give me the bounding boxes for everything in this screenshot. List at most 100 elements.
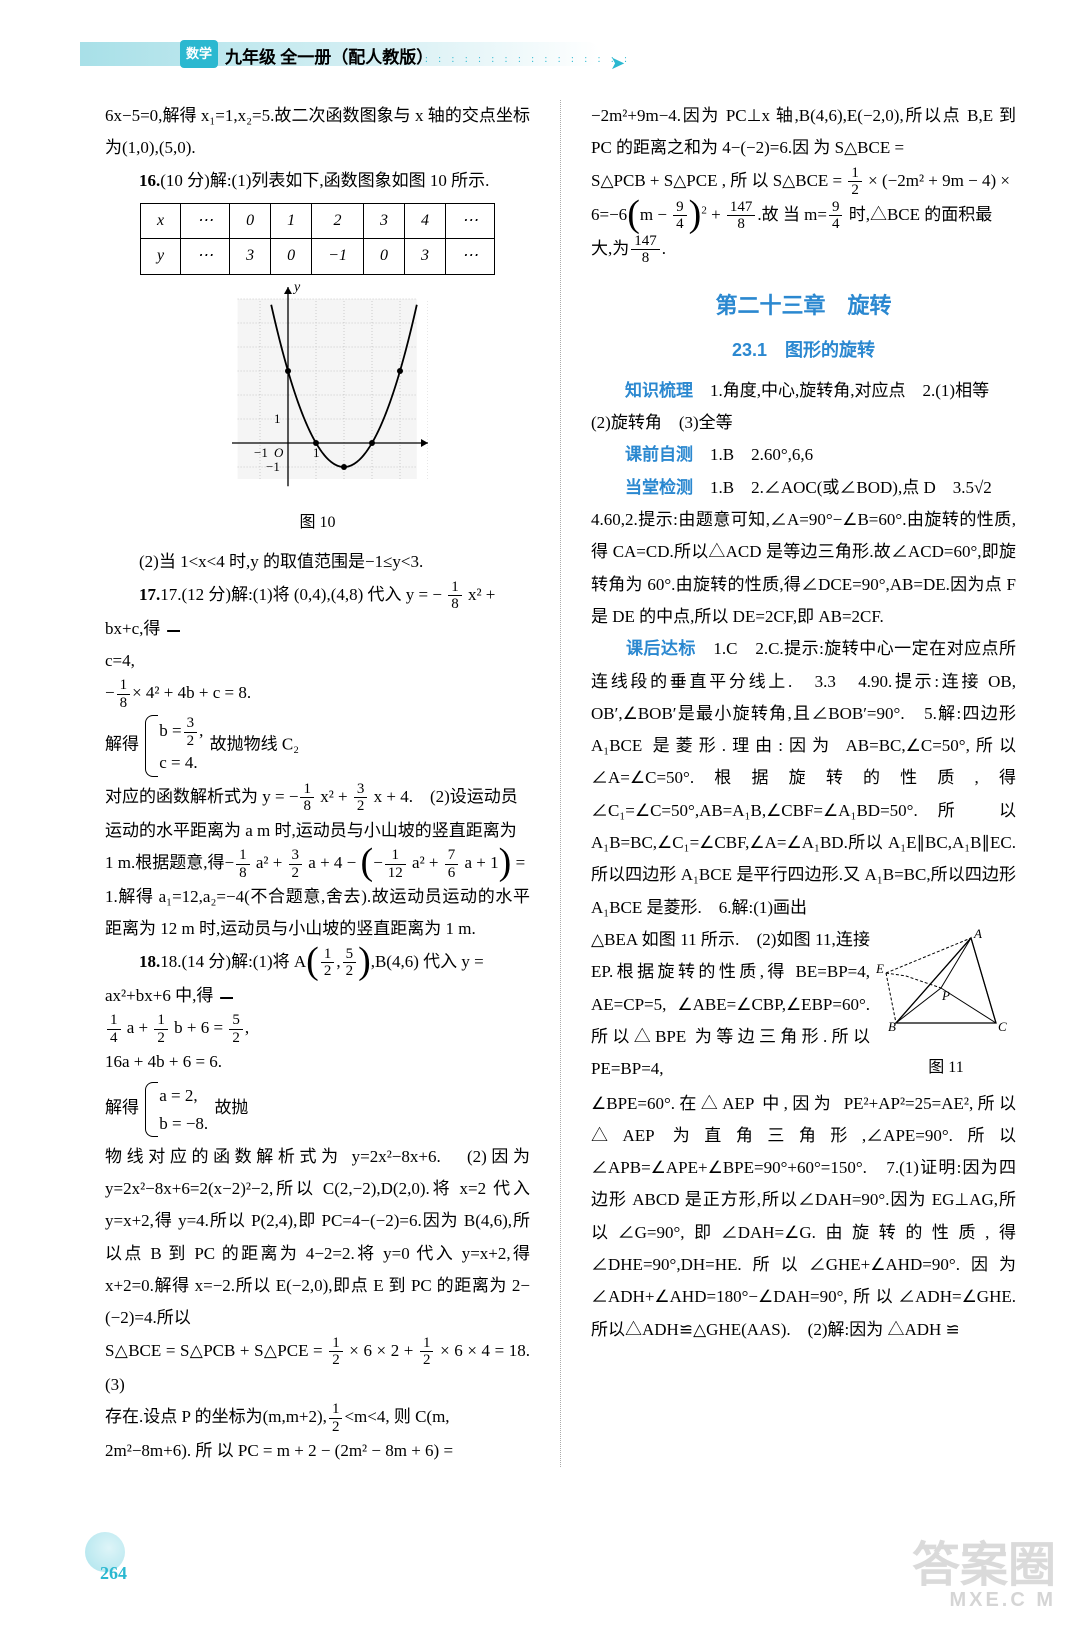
cell: 3 <box>230 239 271 274</box>
label-afterclass: 课后达标 <box>626 639 696 658</box>
text: × 6 × 2 + <box>345 1341 418 1360</box>
text: a² + <box>408 853 443 872</box>
para: −2m²+9m−4.因为 PC⊥x 轴,B(4,6),E(−2,0),所以点 B… <box>591 100 1016 165</box>
label-inclass: 当堂检测 <box>625 478 693 497</box>
value-table: x ⋯ 0 1 2 3 4 ⋯ y ⋯ 3 0 −1 0 3 ⋯ <box>140 203 495 275</box>
arrow-icon: ➤ <box>610 46 625 80</box>
para: 课前自测 1.B 2.60°,6,6 <box>591 439 1016 471</box>
svg-text:B: B <box>888 1019 896 1034</box>
eq: c=4, <box>105 645 530 677</box>
text: <m<4, 则 C(m, <box>344 1407 449 1426</box>
equation-system: a = 2, b = −8. <box>145 1082 208 1136</box>
para: 运动的水平距离为 a m 时,运动员与小山坡的竖直距离为 <box>105 815 530 847</box>
para: 1 m.根据题意,得−18 a² + 32 a + 4 − (−112 a² +… <box>105 847 530 881</box>
triangle-diagram: A B C E P <box>876 928 1016 1038</box>
para: S△BCE = S△PCB + S△PCE = 12 × 6 × 2 + 12 … <box>105 1335 530 1401</box>
para: 知识梳理 1.角度,中心,旋转角,对应点 2.(1)相等 <box>591 375 1016 407</box>
text: 1.B 2.∠AOC(或∠BOD),点 D 3.5√2 <box>693 478 992 497</box>
figure-10: xyO1−11−1 图 10 <box>105 283 530 539</box>
para: 18.18.(14 分)解:(1)将 A(12,52),B(4,6) 代入 y … <box>105 946 530 980</box>
page-number: 264 <box>100 1556 127 1590</box>
svg-text:1: 1 <box>313 445 320 460</box>
label-pretest: 课前自测 <box>625 445 693 464</box>
text: a² + <box>252 853 287 872</box>
section-title: 23.1 图形的旋转 <box>591 333 1016 367</box>
para: 对应的函数解析式为 y = −18 x² + 32 x + 4. (2)设运动员 <box>105 781 530 815</box>
svg-text:y: y <box>292 283 301 295</box>
para: 1.解得 a₁=12,a₂=−4(不合题意,舍去).故运动员运动的水平距离为 1… <box>105 881 530 946</box>
para: 当堂检测 1.B 2.∠AOC(或∠BOD),点 D 3.5√2 <box>591 472 1016 504</box>
para: (2)旋转角 (3)全等 <box>591 407 1016 439</box>
text: x² + <box>464 585 496 604</box>
equation-system: b =32, c = 4. <box>145 715 203 776</box>
svg-text:P: P <box>941 988 950 1003</box>
svg-text:E: E <box>876 961 884 976</box>
para: bx+c,得 <box>105 613 530 645</box>
text: + <box>707 205 725 224</box>
text: × (−2m² + 9m − 4) × <box>864 171 1010 190</box>
text: x² + <box>316 787 352 806</box>
header-dots: : : : : : : : : : : : : : : : : <box>425 50 631 69</box>
para: 大,为1478. <box>591 233 1016 267</box>
svg-text:−1: −1 <box>254 445 268 460</box>
svg-text:1: 1 <box>274 411 281 426</box>
cell: −1 <box>312 239 364 274</box>
svg-text:O: O <box>274 445 284 460</box>
text: 解得 <box>105 735 139 754</box>
cell: 3 <box>363 203 404 238</box>
text: 1.角度,中心,旋转角,对应点 2.(1)相等 <box>693 381 989 400</box>
text: . <box>662 239 666 258</box>
para: 课后达标 1.C 2.C.提示:旋转中心一定在对应点所连线段的垂直平分线上. 3… <box>591 633 1016 924</box>
text: 6=−6 <box>591 205 627 224</box>
text: ,B(4,6) 代入 y = <box>371 952 484 971</box>
figure-caption: 图 10 <box>105 508 530 538</box>
figure-caption: 图 11 <box>876 1053 1016 1083</box>
svg-text:−1: −1 <box>266 459 280 474</box>
cell: 0 <box>271 239 312 274</box>
text: 对应的函数解析式为 y = − <box>105 787 298 806</box>
para: 存在.设点 P 的坐标为(m,m+2),12<m<4, 则 C(m, <box>105 1401 530 1435</box>
table-row: y ⋯ 3 0 −1 0 3 ⋯ <box>141 239 495 274</box>
para: 6=−6(m − 94)2 + 1478.故 当 m=94 时,△BCE 的面积… <box>591 199 1016 233</box>
right-column: −2m²+9m−4.因为 PC⊥x 轴,B(4,6),E(−2,0),所以点 B… <box>591 100 1016 1467</box>
text: 1 m.根据题意,得− <box>105 853 234 872</box>
cell: ⋯ <box>181 239 230 274</box>
text: .故 当 m= <box>757 205 827 224</box>
para: ax²+bx+6 中,得 <box>105 980 530 1012</box>
cell: 0 <box>230 203 271 238</box>
qnum: 16. <box>139 171 160 190</box>
eq: c = 4. <box>159 749 203 776</box>
cell: 3 <box>404 239 445 274</box>
parabola-graph: xyO1−11−1 <box>208 283 428 493</box>
fraction: 18 <box>448 579 462 613</box>
text: x + 4. (2)设运动员 <box>369 787 517 806</box>
para: 2m²−8m+6). 所 以 PC = m + 2 − (2m² − 8m + … <box>105 1435 530 1467</box>
book-title: 九年级 全一册（配人教版） <box>225 42 433 74</box>
cell: 0 <box>363 239 404 274</box>
chapter-title: 第二十三章 旋转 <box>591 285 1016 327</box>
cell: ⋯ <box>181 203 230 238</box>
cell: 2 <box>312 203 364 238</box>
watermark-sub: MXE.C M <box>912 1590 1056 1610</box>
cell: 4 <box>404 203 445 238</box>
eq: 16a + 4b + 6 = 6. <box>105 1046 530 1078</box>
text: 故抛物线 C₂ <box>210 735 300 754</box>
text: 18.(14 分)解:(1)将 A <box>160 952 306 971</box>
eq: −18× 4² + 4b + c = 8. <box>105 677 530 711</box>
eq: b =32, <box>159 715 203 749</box>
cell: 1 <box>271 203 312 238</box>
watermark-main: 答案圈 <box>912 1539 1056 1592</box>
text: S△PCB + S△PCE , 所 以 S△BCE = <box>591 171 846 190</box>
page-header: 数学 九年级 全一册（配人教版） : : : : : : : : : : : :… <box>0 30 1076 90</box>
text: 1.C 2.C.提示:旋转中心一定在对应点所连线段的垂直平分线上. 3.3 4.… <box>591 639 1016 916</box>
eq: b = −8. <box>159 1110 208 1137</box>
left-column: 6x−5=0,解得 x₁=1,x₂=5.故二次函数图象与 x 轴的交点坐标为(1… <box>105 100 530 1467</box>
table-row: x ⋯ 0 1 2 3 4 ⋯ <box>141 203 495 238</box>
text: 1.B 2.60°,6,6 <box>693 445 813 464</box>
subject-badge: 数学 <box>180 40 218 68</box>
para: S△PCB + S△PCE , 所 以 S△BCE = 12 × (−2m² +… <box>591 165 1016 199</box>
text: m − <box>640 205 671 224</box>
text: a + 1 <box>460 853 498 872</box>
text: 17.(12 分)解:(1)将 (0,4),(4,8) 代入 y = − <box>160 585 442 604</box>
svg-text:C: C <box>998 1019 1007 1034</box>
